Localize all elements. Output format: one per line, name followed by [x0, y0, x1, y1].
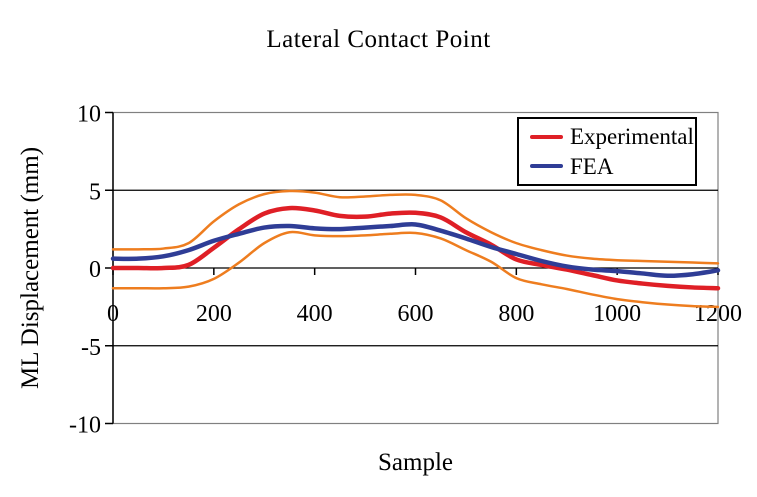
- experimental-line-swatch-icon: [530, 134, 563, 139]
- x-axis-title: Sample: [378, 449, 453, 476]
- series-upper-band: [111, 189, 720, 265]
- x-tick-label: 800: [498, 301, 534, 327]
- fea-line-swatch-icon: [530, 164, 563, 169]
- y-axis-title: ML Displacement (mm): [17, 146, 44, 390]
- y-tick-label: -10: [69, 413, 101, 439]
- x-tick-label: 600: [398, 301, 434, 327]
- x-tick-label: 0: [107, 301, 119, 327]
- y-tick-label: -5: [81, 335, 101, 361]
- chart-title: Lateral Contact Point: [266, 26, 491, 53]
- y-tick-label: 10: [77, 102, 101, 128]
- x-tick-label: 200: [196, 301, 232, 327]
- x-tick-label: 400: [297, 301, 333, 327]
- x-tick-label: 1000: [593, 301, 641, 327]
- y-tick-label: 0: [89, 257, 101, 283]
- legend: Experimental FEA: [517, 117, 697, 186]
- x-tick-label: 1200: [694, 301, 742, 327]
- legend-item-fea: FEA: [530, 155, 695, 178]
- legend-label-fea: FEA: [570, 153, 614, 179]
- legend-item-experimental: Experimental: [530, 125, 695, 148]
- legend-label-experimental: Experimental: [570, 124, 694, 150]
- series-experimental: [110, 205, 721, 291]
- y-tick-label: 5: [89, 179, 101, 205]
- series-lower-band: [111, 230, 720, 309]
- series-fea: [110, 222, 721, 279]
